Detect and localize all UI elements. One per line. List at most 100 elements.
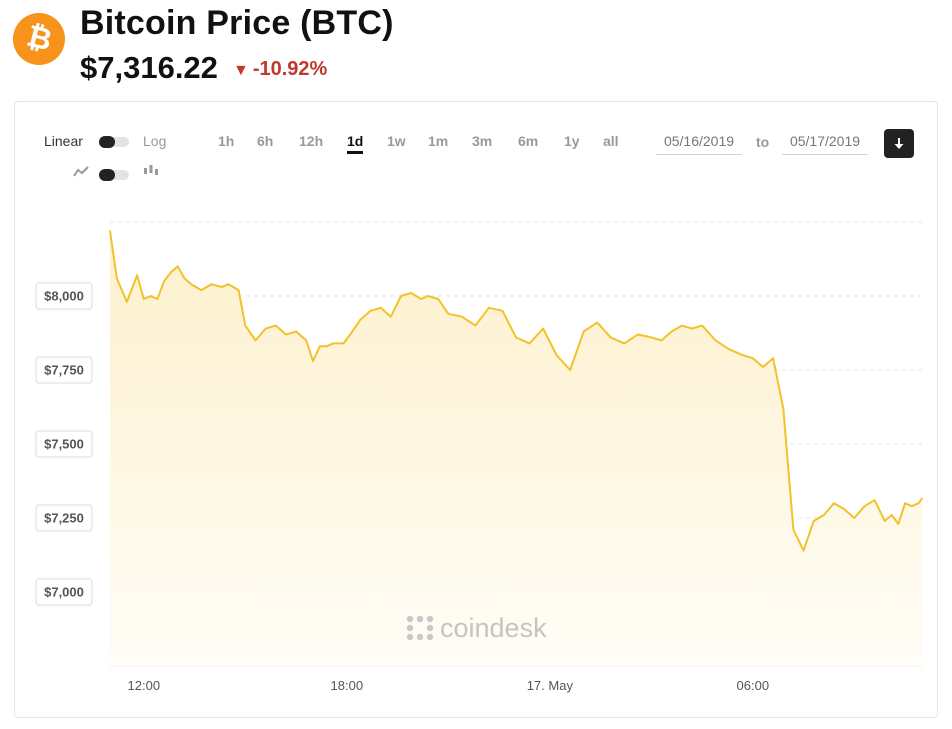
data-point — [136, 274, 138, 277]
data-point — [792, 529, 795, 531]
y-tick: $7,250 — [35, 504, 93, 532]
data-point — [569, 369, 571, 371]
y-tick: $7,750 — [35, 356, 93, 384]
data-point — [762, 366, 764, 368]
data-point — [596, 321, 598, 324]
data-point — [555, 354, 558, 357]
data-point — [650, 336, 653, 339]
range-button-1w[interactable]: 1w — [387, 133, 406, 149]
data-point — [728, 348, 730, 351]
y-tick-box — [35, 430, 93, 458]
data-point — [582, 330, 585, 333]
chart-mode-toggle[interactable] — [99, 169, 129, 181]
data-point — [332, 342, 335, 345]
coindesk-watermark: coindesk — [406, 613, 547, 643]
y-tick-label: $8,000 — [44, 289, 84, 304]
data-point — [897, 523, 900, 525]
date-to-input[interactable] — [782, 128, 868, 155]
data-point — [237, 289, 240, 291]
data-point — [143, 298, 145, 300]
y-tick-box — [35, 356, 93, 384]
data-point — [227, 283, 230, 286]
range-button-1m[interactable]: 1m — [428, 133, 449, 149]
scale-log-label[interactable]: Log — [143, 133, 167, 149]
range-button-1d[interactable]: 1d — [347, 133, 364, 154]
data-point — [163, 280, 165, 283]
range-button-1y[interactable]: 1y — [564, 133, 580, 149]
data-point — [420, 298, 423, 300]
data-point — [410, 292, 412, 294]
x-tick-label: 12:00 — [128, 678, 161, 693]
data-point — [890, 514, 893, 516]
data-point — [400, 295, 402, 297]
data-point — [782, 407, 785, 410]
y-tick: $7,500 — [35, 430, 93, 458]
x-tick-label: 17. May — [527, 678, 574, 693]
price-change: ▼ -10.92% — [233, 58, 327, 81]
data-point — [390, 315, 392, 318]
data-point — [741, 354, 744, 357]
bitcoin-logo-icon: ₿ — [13, 13, 65, 65]
download-button[interactable] — [884, 129, 914, 158]
y-tick-label: $7,000 — [44, 585, 84, 600]
data-point — [109, 230, 111, 232]
data-point — [772, 357, 774, 360]
data-point — [176, 265, 179, 268]
data-point — [691, 327, 693, 330]
data-point — [295, 330, 297, 333]
data-point — [833, 502, 835, 505]
date-from-input[interactable] — [656, 128, 742, 155]
range-button-6h[interactable]: 6h — [257, 133, 274, 149]
data-point — [863, 505, 866, 508]
y-tick-label: $7,250 — [44, 511, 84, 526]
data-point — [660, 339, 663, 342]
data-point — [609, 336, 612, 339]
data-point — [670, 330, 673, 333]
page-title: Bitcoin Price (BTC) — [80, 4, 394, 42]
down-triangle-icon: ▼ — [233, 62, 249, 79]
x-tick-label: 06:00 — [737, 678, 770, 693]
candlestick-icon[interactable] — [143, 164, 159, 180]
y-tick-box — [35, 282, 93, 310]
y-tick: $8,000 — [35, 282, 93, 310]
data-point — [752, 357, 754, 360]
data-point — [437, 298, 440, 300]
data-point — [884, 520, 886, 522]
data-point — [911, 505, 913, 508]
data-point — [853, 517, 856, 519]
data-point — [359, 318, 362, 321]
range-button-all[interactable]: all — [603, 133, 619, 149]
line-chart-icon[interactable] — [73, 166, 89, 180]
price-points — [109, 230, 923, 552]
x-tick-label: 18:00 — [331, 678, 364, 693]
data-point — [210, 283, 213, 286]
data-point — [873, 499, 876, 502]
y-tick-box — [35, 504, 93, 532]
data-point — [812, 520, 815, 522]
download-icon — [894, 137, 904, 149]
coindesk-logo-icon — [406, 615, 434, 641]
range-button-3m[interactable]: 3m — [472, 133, 493, 149]
data-point — [461, 315, 463, 318]
data-point — [369, 310, 372, 312]
data-point — [921, 497, 923, 500]
range-button-12h[interactable]: 12h — [299, 133, 324, 149]
data-point — [714, 339, 717, 342]
data-point — [264, 327, 267, 330]
scale-toggle-knob — [99, 136, 115, 148]
data-point — [701, 324, 703, 327]
data-point — [170, 271, 172, 274]
data-point — [542, 327, 544, 330]
scale-toggle[interactable] — [99, 136, 129, 148]
data-point — [126, 301, 128, 303]
range-button-6m[interactable]: 6m — [518, 133, 539, 149]
data-point — [156, 298, 159, 300]
scale-linear-label[interactable]: Linear — [44, 133, 83, 149]
data-point — [515, 336, 517, 339]
data-point — [528, 342, 531, 345]
range-button-1h[interactable]: 1h — [218, 133, 235, 149]
data-point — [681, 324, 683, 327]
data-point — [349, 333, 352, 336]
data-point — [823, 514, 825, 516]
